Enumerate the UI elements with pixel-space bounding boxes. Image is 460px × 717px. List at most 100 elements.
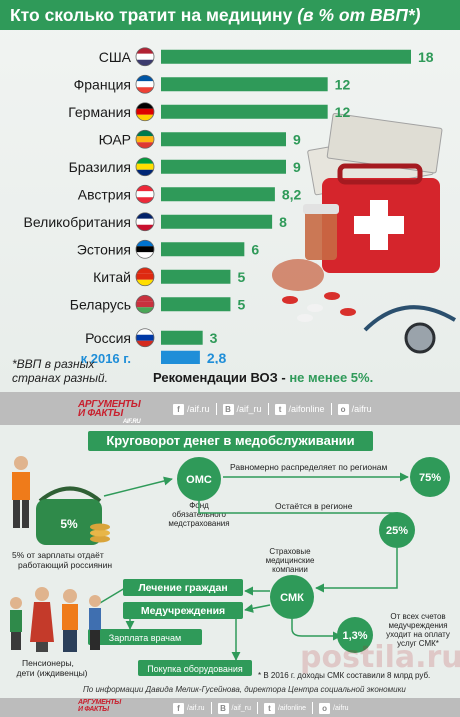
category-label: Бразилия [69, 159, 131, 175]
bar [161, 187, 275, 202]
salary-note-line: работающий россиянин [18, 560, 112, 570]
equipment-box [138, 660, 252, 676]
salary-label: Зарплата врачам [109, 633, 181, 643]
facebook-icon[interactable]: f [173, 702, 184, 714]
medkit-illustration [272, 112, 457, 354]
arrow [244, 603, 271, 613]
institutions-box [123, 602, 243, 619]
value-label: 5 [237, 269, 245, 285]
institutions-label: Медучреждения [141, 605, 225, 617]
social-twitter[interactable]: /aifonline [277, 704, 307, 712]
category-label: США [99, 49, 132, 65]
category-label: Австрия [78, 186, 131, 202]
category-label: Франция [74, 76, 131, 92]
social-ok[interactable]: /aifru [351, 404, 372, 414]
social-ok[interactable]: /aifru [333, 704, 349, 712]
node-25 [379, 512, 415, 548]
treatment-box [123, 579, 243, 596]
flow-panel [0, 425, 460, 698]
odnoklassniki-icon[interactable]: o [337, 403, 349, 415]
value-label: 3 [210, 330, 218, 346]
oms-label: ОМС [186, 474, 212, 486]
arrow [315, 548, 398, 593]
vk-icon[interactable]: B [217, 702, 229, 714]
social-twitter[interactable]: /aifonline [288, 404, 325, 414]
smk-caption-line: компании [272, 565, 308, 574]
footnote-line: странах разный. [12, 371, 108, 385]
twitter-icon[interactable]: t [263, 702, 275, 714]
pct25-label: 25% [386, 525, 408, 537]
divider [330, 403, 332, 415]
logo-line2: И ФАКТЫ [78, 706, 109, 713]
bar [161, 330, 203, 345]
family-figures [10, 587, 101, 652]
flag-icon [135, 212, 155, 232]
odnoklassniki-icon[interactable]: o [319, 702, 331, 714]
flag-icon [135, 129, 155, 149]
oms-caption-line: обязательного [172, 510, 226, 519]
value-label: 9 [293, 159, 301, 175]
equipment-label: Покупка оборудования [147, 664, 243, 674]
bar [161, 214, 273, 229]
flag-icon [135, 239, 155, 259]
social-facebook[interactable]: /aif.ru [187, 404, 210, 414]
flag-icon [135, 328, 155, 348]
worker-figure [12, 456, 30, 528]
aif-logo-bottom[interactable]: АРГУМЕНТЫ И ФАКТЫ [78, 699, 121, 713]
vk-icon[interactable]: B [222, 403, 234, 415]
divider [312, 702, 314, 714]
who-highlight: не менее 5%. [289, 370, 374, 385]
pensioners-line: Пенсионеры, [22, 658, 74, 668]
stays-label: Остаётся в регионе [275, 501, 353, 511]
arrow [99, 587, 126, 604]
category-label: Эстония [77, 241, 131, 257]
oms-caption-line: медстрахования [168, 519, 229, 528]
social-vk[interactable]: /aif_ru [236, 404, 262, 414]
category-label: Китай [93, 269, 131, 285]
flag-icon [135, 184, 155, 204]
note13-line: услуг СМК* [397, 639, 439, 648]
divider [267, 403, 269, 415]
pct13-label: 1,3% [342, 630, 367, 642]
note13-line: медучреждения [388, 621, 447, 630]
footnote-line: *ВВП в разных [12, 357, 95, 371]
title-sub: (в % от ВВП*) [297, 5, 421, 25]
category-label: ЮАР [99, 131, 131, 147]
money-flow-diagram: 5% 5% от зарплаты отдаёт работающий росс… [10, 456, 450, 680]
who-recommendation: Рекомендации ВОЗ - не менее 5%. [153, 370, 373, 385]
category-label: Германия [68, 104, 131, 120]
logo-site: AIF.RU [122, 419, 141, 425]
page-title: Кто сколько тратит на медицину (в % от В… [0, 0, 460, 30]
category-label-2016: к 2016 г. [81, 351, 131, 364]
social-facebook[interactable]: /aif.ru [187, 704, 205, 712]
value-label: 18 [418, 49, 434, 65]
node-75 [410, 457, 450, 497]
treatment-label: Лечение граждан [138, 582, 227, 594]
salary-note-line: 5% от зарплаты отдаёт [12, 550, 104, 560]
bar [161, 104, 328, 119]
flag-icon [135, 47, 155, 67]
watermark: postila.ru [300, 640, 460, 675]
salary-box [88, 629, 202, 645]
wallet: 5% [36, 486, 110, 545]
divider [215, 403, 217, 415]
flag-icon [135, 102, 155, 122]
title-main: Кто сколько тратит на медицину [10, 5, 293, 25]
logo-line2: И ФАКТЫ [78, 408, 123, 419]
value-label: 6 [251, 241, 259, 257]
bar [161, 297, 231, 312]
aif-logo[interactable]: АРГУМЕНТЫ И ФАКТЫ AIF.RU [78, 400, 141, 427]
bar [161, 269, 231, 284]
smk-income-note: * В 2016 г. доходы СМК составили 8 млрд … [258, 671, 430, 680]
pct75-label: 75% [419, 472, 441, 484]
twitter-icon[interactable]: t [274, 403, 286, 415]
who-prefix: Рекомендации ВОЗ - [153, 370, 290, 385]
facebook-icon[interactable]: f [173, 403, 184, 415]
category-label: Великобритания [23, 214, 131, 230]
value-label: 5 [237, 296, 245, 312]
flag-icon [135, 294, 155, 314]
bar [161, 242, 245, 257]
flag-icon [135, 74, 155, 94]
social-vk[interactable]: /aif_ru [231, 704, 251, 712]
divider [210, 702, 212, 714]
